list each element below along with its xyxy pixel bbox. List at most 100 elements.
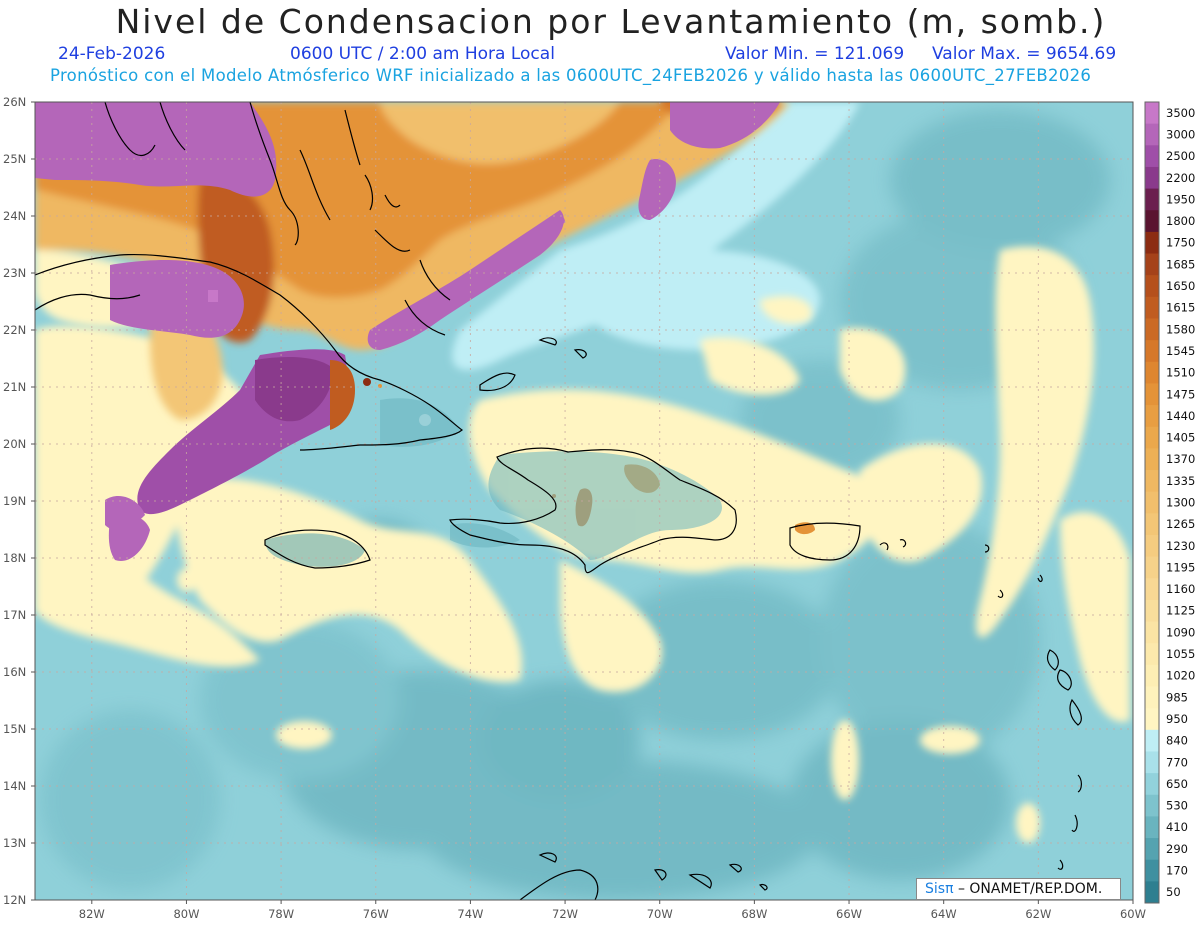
colorbar-swatch xyxy=(1145,361,1159,384)
colorbar-label: 1090 xyxy=(1166,625,1195,639)
chart-title: Nivel de Condensacion por Levantamiento … xyxy=(115,2,1107,41)
lat-label: 17N xyxy=(3,608,26,622)
credit-text: – ONAMET/REP.DOM. xyxy=(957,881,1103,897)
time-label: 0600 UTC / 2:00 am Hora Local xyxy=(290,44,555,64)
colorbar-label: 1405 xyxy=(1166,431,1195,445)
lat-label: 12N xyxy=(3,893,26,907)
colorbar-swatch xyxy=(1145,578,1159,601)
colorbar-label: 2500 xyxy=(1166,149,1195,163)
colorbar-swatch xyxy=(1145,166,1159,190)
latitude-labels: 26N 25N 24N 23N 22N 21N 20N 19N 18N 17N 16N 15N 14N 1… xyxy=(3,95,26,907)
colorbar-label: 650 xyxy=(1166,777,1188,791)
colorbar-label: 1020 xyxy=(1166,669,1195,683)
colorbar-label: 1475 xyxy=(1166,387,1195,401)
colorbar-swatch xyxy=(1145,253,1159,276)
colorbar-label: 1750 xyxy=(1166,236,1195,250)
lat-label: 25N xyxy=(3,152,26,166)
coastlines xyxy=(35,102,1082,900)
map-gridlines xyxy=(35,102,1133,900)
colorbar-swatch xyxy=(1145,556,1159,579)
colorbar-swatch xyxy=(1145,210,1159,233)
lat-label: 16N xyxy=(3,665,26,679)
colorbar-label: 1370 xyxy=(1166,452,1195,466)
lat-label: 24N xyxy=(3,209,26,223)
colorbar-label: 985 xyxy=(1166,690,1188,704)
colorbar-swatch xyxy=(1145,838,1159,861)
colorbar-swatch xyxy=(1145,599,1159,623)
colorbar-swatch xyxy=(1145,296,1159,319)
lon-label: 70W xyxy=(647,907,673,921)
colorbar-label: 530 xyxy=(1166,799,1188,813)
colorbar-label: 410 xyxy=(1166,820,1188,834)
lon-label: 64W xyxy=(931,907,957,921)
lat-label: 15N xyxy=(3,722,26,736)
colorbar-swatch xyxy=(1145,383,1159,406)
colorbar-swatch xyxy=(1145,231,1159,255)
colorbar-label: 840 xyxy=(1166,734,1188,748)
colorbar-swatch xyxy=(1145,275,1159,298)
longitude-labels: 82W 80W 78W 76W 74W 72W 70W 68W 66W 64W 62W 60W xyxy=(79,907,1146,921)
lon-label: 74W xyxy=(457,907,483,921)
lon-label: 60W xyxy=(1120,907,1146,921)
colorbar-label: 1125 xyxy=(1166,604,1195,618)
lat-label: 21N xyxy=(3,380,26,394)
lon-label: 80W xyxy=(173,907,199,921)
colorbar-label: 1800 xyxy=(1166,214,1195,228)
colorbar-label: 3500 xyxy=(1166,106,1195,120)
colorbar-label: 1615 xyxy=(1166,301,1195,315)
colorbar-swatch xyxy=(1145,751,1159,774)
min-value-label: Valor Min. = 121.069 xyxy=(725,44,905,64)
colorbar: 3500 3000 2500 2200 1950 1800 1750 1685 1650 1615… xyxy=(1144,101,1195,904)
colorbar-swatch xyxy=(1145,643,1159,666)
credit-box: Sisπ – ONAMET/REP.DOM. xyxy=(916,878,1121,900)
colorbar-label: 290 xyxy=(1166,842,1188,856)
colorbar-label: 1510 xyxy=(1166,366,1195,380)
lon-label: 66W xyxy=(836,907,862,921)
colorbar-label: 950 xyxy=(1166,712,1188,726)
lon-label: 62W xyxy=(1025,907,1051,921)
colorbar-swatch xyxy=(1145,664,1159,688)
colorbar-swatch xyxy=(1145,405,1159,428)
colorbar-swatch xyxy=(1145,123,1159,146)
colorbar-swatch xyxy=(1145,188,1159,211)
colorbar-swatch xyxy=(1145,621,1159,644)
colorbar-swatch xyxy=(1145,318,1159,341)
lat-label: 18N xyxy=(3,551,26,565)
lat-label: 23N xyxy=(3,266,26,280)
colorbar-label: 2200 xyxy=(1166,171,1195,185)
lon-label: 76W xyxy=(363,907,389,921)
colorbar-label: 1195 xyxy=(1166,560,1195,574)
colorbar-swatch xyxy=(1145,102,1159,125)
colorbar-swatch xyxy=(1145,470,1159,493)
lon-label: 78W xyxy=(268,907,294,921)
colorbar-swatch xyxy=(1145,145,1159,168)
colorbar-label: 1685 xyxy=(1166,257,1195,271)
colorbar-swatch xyxy=(1145,686,1159,709)
colorbar-swatch xyxy=(1145,816,1159,839)
colorbar-label: 1545 xyxy=(1166,344,1195,358)
colorbar-swatch xyxy=(1145,859,1159,882)
colorbar-label: 1580 xyxy=(1166,322,1195,336)
colorbar-label: 1230 xyxy=(1166,539,1195,553)
colorbar-label: 1650 xyxy=(1166,279,1195,293)
colorbar-swatch xyxy=(1145,794,1159,817)
sispi-logo: Sisπ xyxy=(925,881,954,897)
colorbar-label: 50 xyxy=(1166,885,1181,899)
colorbar-swatch xyxy=(1145,340,1159,363)
colorbar-swatch xyxy=(1145,708,1159,731)
colorbar-swatch xyxy=(1145,729,1159,752)
axis-ticks xyxy=(31,101,1134,904)
colorbar-swatch xyxy=(1145,448,1159,471)
lat-label: 13N xyxy=(3,836,26,850)
max-value-label: Valor Max. = 9654.69 xyxy=(932,44,1117,64)
lon-label: 82W xyxy=(79,907,105,921)
colorbar-label: 1300 xyxy=(1166,496,1195,510)
field-layer xyxy=(35,102,1133,900)
very-high-lcl-regions xyxy=(35,102,780,561)
colorbar-label: 1950 xyxy=(1166,192,1195,206)
lat-label: 19N xyxy=(3,494,26,508)
colorbar-swatch xyxy=(1145,881,1159,904)
lat-label: 26N xyxy=(3,95,26,109)
colorbar-label: 1160 xyxy=(1166,582,1195,596)
colorbar-label: 1265 xyxy=(1166,517,1195,531)
